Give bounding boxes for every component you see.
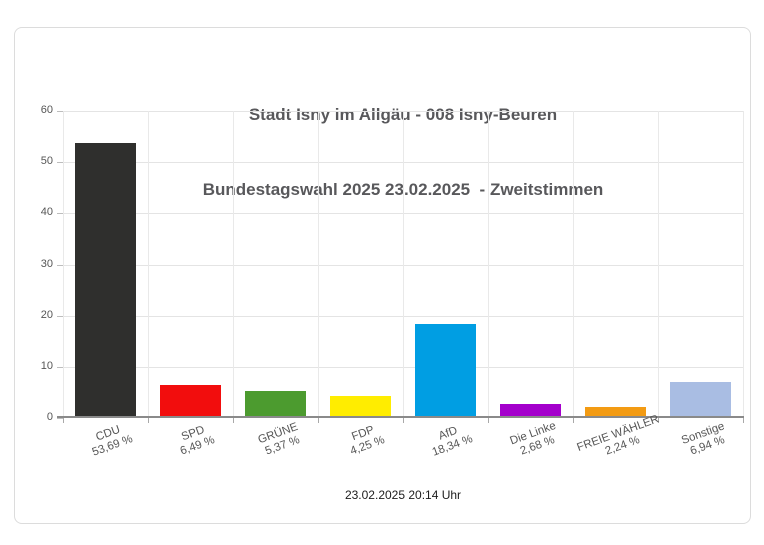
y-tick-label: 40: [40, 206, 53, 218]
x-axis-tick: [573, 418, 574, 423]
chart-card: Stadt Isny im Allgäu - 008 Isny-Beuren B…: [14, 27, 751, 524]
gridline-vertical: [403, 111, 404, 418]
y-axis-tick: [57, 316, 63, 317]
bar-afd: [415, 324, 476, 418]
gridline-vertical: [318, 111, 319, 418]
plot-area: 0 10 20 30 40 50 60 CDU 53,69 % SPD 6,49 % GRÜNE 5,3…: [41, 104, 744, 459]
y-axis-tick: [57, 111, 63, 112]
x-axis-tick: [63, 418, 64, 423]
x-axis-tick: [403, 418, 404, 423]
bar-die-linke: [500, 404, 561, 418]
chart-title-line2: Bundestagswahl 2025 23.02.2025 - Zweitst…: [202, 180, 604, 199]
bar-spd: [160, 385, 221, 418]
y-axis-tick: [57, 265, 63, 266]
x-axis-tick: [488, 418, 489, 423]
gridline-vertical: [148, 111, 149, 418]
gridline-vertical: [488, 111, 489, 418]
y-tick-label: 60: [40, 104, 53, 116]
gridline-vertical: [573, 111, 574, 418]
y-tick-label: 0: [46, 411, 53, 423]
bar-cdu: [75, 143, 136, 418]
x-axis-tick: [233, 418, 234, 423]
y-tick-label: 30: [40, 258, 53, 270]
y-axis-tick: [57, 213, 63, 214]
gridline-vertical: [743, 111, 744, 418]
y-tick-label: 50: [40, 155, 53, 167]
timestamp: 23.02.2025 20:14 Uhr: [344, 488, 462, 502]
gridline-vertical: [233, 111, 234, 418]
y-axis-tick: [57, 418, 63, 419]
x-axis-tick: [148, 418, 149, 423]
chart-title-line1: Stadt Isny im Allgäu - 008 Isny-Beuren: [248, 105, 558, 124]
y-tick-label: 20: [40, 309, 53, 321]
x-axis-baseline: [57, 416, 744, 418]
y-axis-line: [63, 111, 64, 418]
gridline-vertical: [658, 111, 659, 418]
x-axis-tick: [318, 418, 319, 423]
bar-gruene: [245, 391, 306, 418]
y-axis-tick: [57, 162, 63, 163]
bar-freie-waehler: [585, 407, 646, 418]
x-axis-tick: [743, 418, 744, 423]
bar-sonstige: [670, 382, 731, 418]
y-axis-tick: [57, 367, 63, 368]
bar-fdp: [330, 396, 391, 418]
x-axis-tick: [658, 418, 659, 423]
chart-title: Stadt Isny im Allgäu - 008 Isny-Beuren B…: [63, 52, 743, 252]
y-tick-label: 10: [40, 360, 53, 372]
